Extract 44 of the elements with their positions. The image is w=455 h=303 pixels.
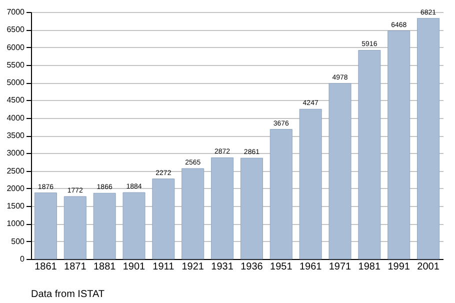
x-tick-label: 1991 [388, 262, 410, 272]
bar [122, 192, 146, 260]
bar [358, 50, 381, 260]
y-tick-label: 1000 [6, 219, 26, 228]
x-tick-label: 1901 [122, 262, 146, 272]
bar [93, 192, 116, 260]
x-tick-label: 1951 [270, 262, 293, 272]
bar [152, 178, 175, 260]
y-tick-label: 5000 [6, 78, 26, 88]
y-tick-label: 500 [11, 236, 26, 246]
y-tick-label: 1500 [6, 202, 26, 211]
bar [34, 192, 57, 260]
x-tick-label: 1961 [299, 262, 322, 272]
y-tick-label: 2500 [6, 166, 26, 176]
x-tick-label: 1931 [211, 262, 234, 272]
y-tick-label: 5500 [6, 60, 26, 70]
bar [240, 158, 263, 260]
bar [64, 196, 86, 260]
x-tick-label: 1881 [93, 262, 116, 272]
bar [182, 168, 204, 260]
y-tick-label: 0 [20, 254, 26, 264]
x-tick-label: 1861 [34, 262, 58, 272]
bar [417, 18, 440, 260]
x-tick-label: 2001 [417, 262, 440, 272]
y-tick-label: 3500 [6, 131, 26, 140]
y-tick-label: 6000 [6, 42, 26, 52]
y-tick-label: 7000 [6, 8, 26, 16]
x-tick-label: 1971 [328, 262, 352, 272]
y-tick-label: 4000 [6, 113, 26, 122]
bar [211, 157, 234, 260]
bar [388, 30, 410, 260]
y-tick-label: 4500 [6, 96, 26, 105]
bar [270, 129, 292, 260]
x-tick-label: 1981 [358, 262, 381, 272]
bar [299, 108, 322, 260]
y-tick-label: 2000 [6, 184, 26, 193]
text: Data from ISTAT [31, 289, 105, 300]
x-tick-label: 1921 [182, 262, 204, 272]
x-tick-label: 1936 [240, 262, 264, 272]
bar [328, 83, 352, 260]
y-tick-label: 3000 [6, 148, 26, 158]
x-tick-label: 1911 [152, 262, 175, 272]
x-tick-label: 1871 [64, 262, 87, 272]
y-tick-label: 6500 [6, 25, 26, 34]
